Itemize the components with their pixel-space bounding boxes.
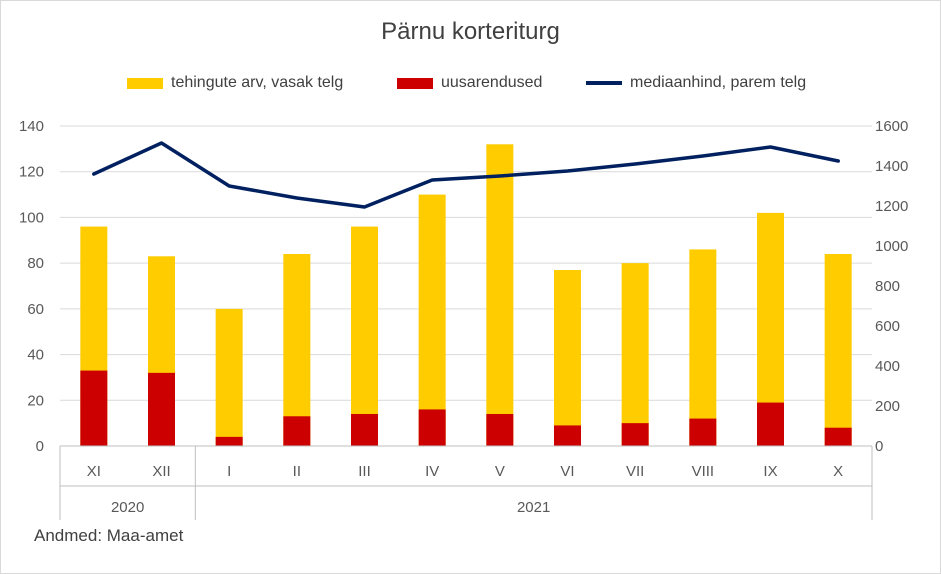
y-right-tick-label: 1200 (875, 198, 908, 215)
legend: tehingute arv, vasak telg uusarendused m… (0, 74, 941, 98)
legend-swatch-yellow (127, 77, 163, 89)
y-left-tick-label: 60 (27, 301, 44, 318)
bar-new-developments (418, 409, 446, 446)
x-tick-label: VIII (692, 463, 715, 480)
bar-new-developments (148, 372, 175, 446)
y-right-tick-label: 800 (875, 278, 900, 295)
x-tick-label: XI (87, 463, 101, 480)
bar-transactions (621, 263, 649, 446)
y-right-tick-label: 1600 (875, 118, 908, 135)
legend-item-transactions: tehingute arv, vasak telg (127, 74, 343, 92)
y-left-tick-label: 20 (27, 392, 44, 409)
y-right-tick-label: 600 (875, 318, 900, 335)
y-left-tick-label: 0 (36, 438, 44, 455)
bar-transactions (689, 249, 717, 446)
bar-transactions (351, 226, 378, 446)
bar-new-developments (215, 436, 243, 446)
x-tick-label: II (293, 463, 301, 480)
legend-item-new-developments: uusarendused (397, 74, 542, 92)
bar-new-developments (283, 416, 311, 446)
y-right-tick-label: 200 (875, 398, 900, 415)
chart-title: Pärnu korteriturg (381, 18, 560, 45)
x-tick-label: IV (425, 463, 439, 480)
legend-label-new-developments: uusarendused (441, 74, 543, 91)
legend-line-navy (586, 81, 622, 85)
x-tick-label: X (833, 463, 843, 480)
y-left-tick-label: 120 (19, 164, 44, 181)
bar-transactions (824, 254, 852, 446)
bar-transactions (215, 308, 243, 446)
x-tick-label: XII (152, 463, 170, 480)
x-tick-label: VI (560, 463, 574, 480)
bar-new-developments (757, 402, 784, 446)
y-left-tick-label: 40 (27, 347, 44, 364)
legend-label-median-price: mediaanhind, parem telg (630, 74, 807, 91)
median-price-line (92, 141, 840, 209)
bar-transactions (418, 194, 446, 446)
bar-transactions (554, 270, 581, 446)
x-tick-label: VII (626, 463, 644, 480)
x-group-label: 2020 (111, 499, 144, 516)
legend-item-median-price: mediaanhind, parem telg (586, 74, 806, 92)
bar-new-developments (351, 414, 378, 446)
y-right-tick-label: 1000 (875, 238, 908, 255)
y-left-tick-label: 80 (27, 255, 44, 272)
x-tick-label: I (227, 463, 231, 480)
x-tick-label: IX (763, 463, 777, 480)
bar-transactions (486, 144, 514, 447)
bar-transactions (283, 254, 311, 446)
source-note: Andmed: Maa-amet (34, 526, 184, 545)
x-group-label: 2021 (517, 499, 550, 516)
y-right-tick-label: 0 (875, 438, 883, 455)
y-left-tick-label: 100 (19, 209, 44, 226)
y-right-tick-label: 1400 (875, 158, 908, 175)
bar-new-developments (621, 423, 649, 446)
x-tick-label: III (358, 463, 371, 480)
bar-new-developments (689, 418, 717, 446)
bar-new-developments (554, 425, 581, 446)
legend-swatch-red (397, 77, 433, 89)
bar-new-developments (824, 427, 852, 446)
y-left-tick-label: 140 (19, 118, 44, 135)
x-tick-label: V (495, 463, 505, 480)
legend-label-transactions: tehingute arv, vasak telg (171, 74, 344, 91)
bar-new-developments (486, 414, 514, 446)
bar-new-developments (80, 370, 108, 446)
y-right-tick-label: 400 (875, 358, 900, 375)
